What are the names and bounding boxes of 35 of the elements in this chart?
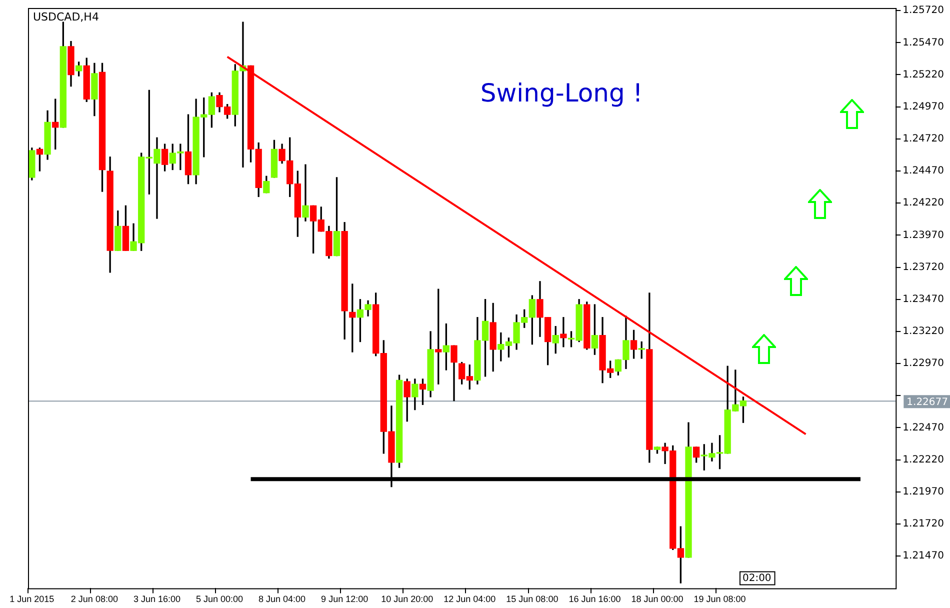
x-tick-label: 1 Jun 2015	[10, 594, 54, 604]
x-tick-label: 2 Jun 08:00	[70, 594, 118, 604]
y-tick-label: 1.23720	[902, 262, 944, 273]
x-tick-label: 3 Jun 16:00	[133, 594, 180, 604]
y-tick-label: 1.25470	[902, 37, 944, 48]
x-tick-label: 15 Jun 08:00	[506, 594, 558, 604]
y-tick-label: 1.23470	[902, 294, 944, 305]
y-tick-label: 1.23220	[902, 326, 944, 338]
x-tick-label: 10 Jun 20:00	[381, 594, 434, 604]
y-tick-label: 1.24720	[902, 134, 944, 145]
x-tick-label: 12 Jun 04:00	[444, 594, 496, 604]
y-tick-label: 1.21720	[902, 518, 944, 530]
y-tick-label: 1.24970	[902, 101, 944, 112]
y-tick-label: 1.24470	[902, 166, 944, 177]
y-tick-label: 1.24220	[902, 198, 944, 209]
x-tick-label: 8 Jun 04:00	[258, 594, 306, 604]
y-tick-label: 1.22220	[902, 454, 944, 466]
x-tick-label: 19 Jun 08:00	[694, 594, 746, 604]
y-tick-label: 1.25720	[902, 5, 944, 16]
y-tick-label: 1.21970	[902, 486, 944, 498]
x-tick-label: 9 Jun 12:00	[321, 594, 368, 604]
y-tick-label: 1.21470	[902, 550, 944, 562]
y-tick-label: 1.23970	[902, 230, 944, 241]
annotation: 02:00	[742, 572, 772, 584]
y-tick-label: 1.22970	[902, 358, 944, 370]
x-tick-label: 16 Jun 16:00	[568, 594, 621, 604]
y-tick-label: 1.25220	[902, 69, 944, 80]
annotation: Swing-Long !	[480, 78, 643, 108]
ref-line-label: 1.22677	[906, 396, 948, 408]
x-tick-label: 18 Jun 00:00	[631, 594, 684, 604]
candlestick	[560, 317, 567, 348]
chart-title: USDCAD,H4	[33, 10, 99, 24]
y-tick-label: 1.22470	[902, 422, 944, 434]
candlestick	[302, 164, 309, 222]
x-tick-label: 5 Jun 00:00	[196, 594, 244, 604]
